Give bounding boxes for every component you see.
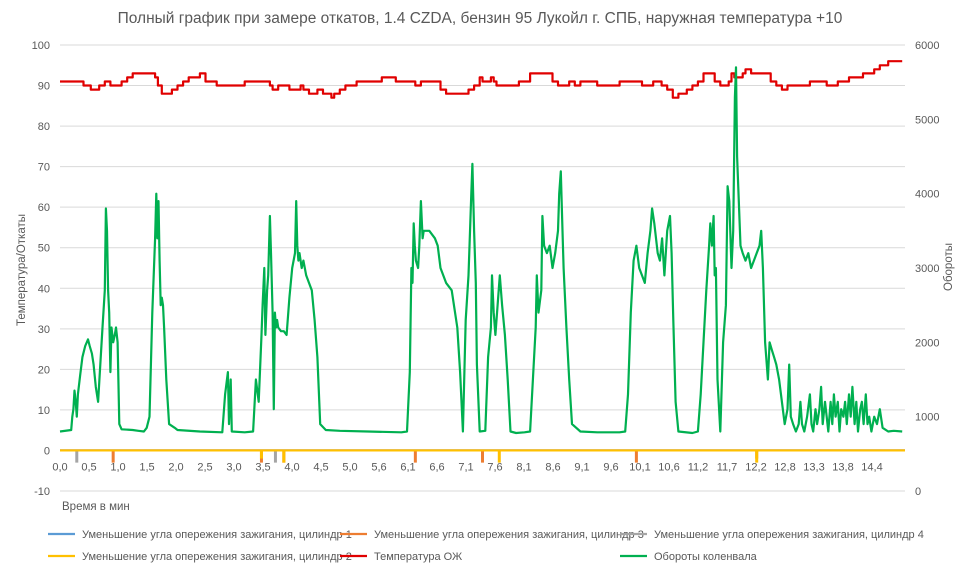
x-tick-label: 1,0 (110, 461, 125, 473)
series-lines (59, 60, 905, 452)
x-tick-label: 8,6 (545, 461, 560, 473)
knock-event-bar (259, 450, 263, 459)
y-left-tick-label: -10 (34, 486, 50, 498)
x-tick-label: 3,5 (255, 461, 270, 473)
x-tick-label: 6,6 (429, 461, 444, 473)
x-tick-label: 5,0 (342, 461, 357, 473)
y-right-tick-label: 5000 (915, 114, 939, 126)
right-y-tick-labels: 0 1000 2000 3000 4000 5000 6000 (915, 40, 939, 498)
x-tick-label: 7,6 (487, 461, 502, 473)
x-tick-label: 3,0 (226, 461, 241, 473)
y-left-tick-label: 40 (38, 283, 50, 295)
chart-title: Полный график при замере откатов, 1.4 CZ… (118, 10, 843, 27)
x-tick-label: 4,5 (313, 461, 328, 473)
legend-label: Уменьшение угла опережения зажигания, ци… (82, 551, 352, 563)
knock-event-bar (634, 450, 638, 463)
series-line (59, 66, 903, 435)
y-right-tick-label: 3000 (915, 263, 939, 275)
right-y-axis-title: Обороты (943, 243, 955, 291)
legend-label: Уменьшение угла опережения зажигания, ци… (82, 529, 352, 541)
x-tick-label: 10,1 (629, 461, 650, 473)
x-tick-label: 14,4 (861, 461, 882, 473)
left-y-axis-title: Температура/Откаты (16, 214, 28, 326)
x-tick-label: 7,1 (458, 461, 473, 473)
legend: Уменьшение угла опережения зажигания, ци… (48, 529, 924, 563)
knock-event-bar (497, 450, 501, 463)
legend-label: Обороты коленвала (654, 551, 758, 563)
x-axis-title: Время в мин (62, 501, 130, 513)
x-tick-label: 12,8 (774, 461, 795, 473)
knock-event-bar (282, 450, 286, 463)
y-right-tick-label: 6000 (915, 40, 939, 52)
y-left-tick-label: 80 (38, 121, 50, 133)
knock-event-bar (111, 450, 115, 463)
y-left-tick-label: 20 (38, 364, 50, 376)
x-tick-label: 11,2 (688, 461, 709, 473)
x-tick-label: 12,2 (745, 461, 766, 473)
y-left-tick-label: 10 (38, 405, 50, 417)
legend-label: Уменьшение угла опережения зажигания, ци… (654, 529, 924, 541)
x-tick-label: 11,7 (717, 461, 738, 473)
x-tick-label: 10,6 (658, 461, 679, 473)
y-right-tick-label: 0 (915, 486, 921, 498)
left-y-tick-labels: -10 0 10 20 30 40 50 60 70 80 90 100 (32, 40, 50, 498)
x-tick-label: 5,6 (371, 461, 386, 473)
x-tick-label: 8,1 (516, 461, 531, 473)
x-tick-label: 13,3 (803, 461, 824, 473)
legend-label: Температура ОЖ (374, 551, 462, 563)
x-tick-label: 6,1 (400, 461, 415, 473)
x-tick-label: 2,5 (197, 461, 212, 473)
y-left-tick-label: 60 (38, 202, 50, 214)
x-tick-label: 9,6 (603, 461, 618, 473)
x-tick-label: 0,0 (52, 461, 67, 473)
x-tick-label: 9,1 (574, 461, 589, 473)
series-line (60, 60, 903, 99)
x-tick-label: 4,0 (284, 461, 299, 473)
knock-event-bar (75, 450, 79, 463)
knock-event-bar (273, 450, 277, 463)
y-left-tick-label: 90 (38, 81, 50, 93)
y-left-tick-label: 70 (38, 162, 50, 174)
x-tick-label: 1,5 (139, 461, 154, 473)
x-tick-label: 0,5 (81, 461, 96, 473)
y-right-tick-label: 2000 (915, 337, 939, 349)
x-tick-labels: 0,0 0,5 1,0 1,5 2,0 2,5 3,0 3,5 4,0 4,5 5,0 5,6 6,1 6… (52, 461, 882, 473)
x-tick-label: 2,0 (168, 461, 183, 473)
legend-label: Уменьшение угла опережения зажигания, ци… (374, 529, 644, 541)
y-right-tick-label: 4000 (915, 189, 939, 201)
y-left-tick-label: 100 (32, 40, 50, 52)
y-left-tick-label: 0 (44, 445, 50, 457)
knock-events (75, 450, 759, 463)
y-left-tick-label: 30 (38, 324, 50, 336)
knock-event-bar (413, 450, 417, 463)
y-right-tick-label: 1000 (915, 412, 939, 424)
knock-event-bar (755, 450, 759, 463)
grid (60, 44, 905, 492)
x-tick-label: 13,8 (832, 461, 853, 473)
y-left-tick-label: 50 (38, 243, 50, 255)
knock-event-bar (481, 450, 484, 463)
